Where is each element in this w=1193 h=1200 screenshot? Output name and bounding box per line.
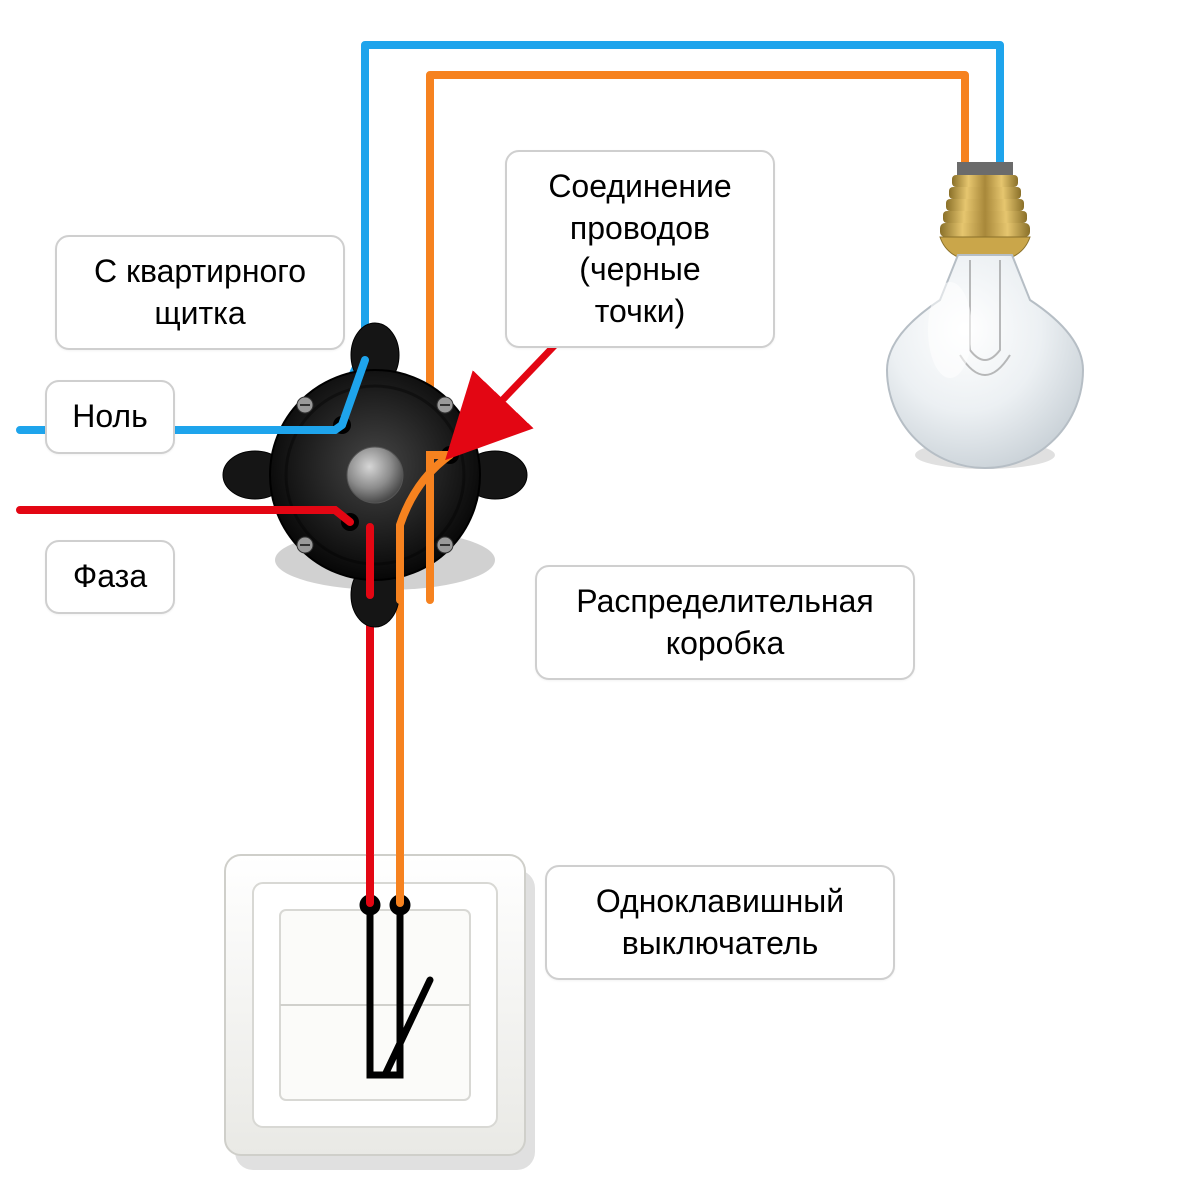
bulb-neck — [887, 255, 1083, 468]
label-from-panel: С квартирногощитка — [55, 235, 345, 350]
light-bulb — [887, 162, 1083, 469]
junction-box — [223, 323, 527, 627]
label-neutral: Ноль — [45, 380, 175, 454]
label-switch: Одноклавишныйвыключатель — [545, 865, 895, 980]
pointer-arrow — [450, 345, 555, 455]
label-phase: Фаза — [45, 540, 175, 614]
label-junction-box: Распределительнаякоробка — [535, 565, 915, 680]
junction-center-cap — [347, 447, 403, 503]
label-connections: Соединениепроводов(черныеточки) — [505, 150, 775, 348]
bulb-base — [940, 162, 1030, 258]
